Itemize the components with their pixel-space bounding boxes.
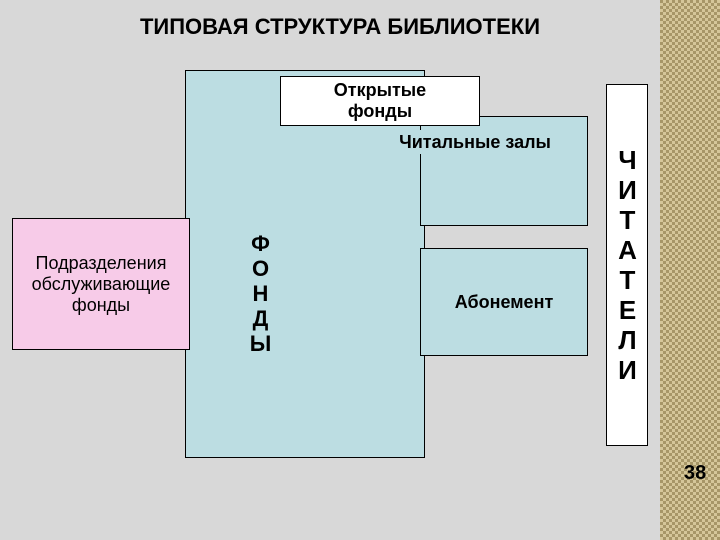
funds-main-box (185, 70, 425, 458)
readers-text: ЧИТАТЕЛИ (612, 145, 643, 385)
reading-rooms-label: Читальные залы (365, 130, 585, 154)
subscription-box: Абонемент (420, 248, 588, 356)
open-funds-box: Открытые фонды (280, 76, 480, 126)
funds-label-text: ФОНДЫ (247, 231, 273, 356)
page-number: 38 (684, 462, 706, 485)
funds-vertical-label: ФОНДЫ (242, 228, 278, 358)
subscription-text: Абонемент (455, 292, 554, 313)
readers-box: ЧИТАТЕЛИ (606, 84, 648, 446)
slide-title: ТИПОВАЯ СТРУКТУРА БИБЛИОТЕКИ (80, 14, 600, 40)
open-funds-text: Открытые фонды (334, 80, 426, 122)
service-dept-box: Подразделения обслуживающие фонды (12, 218, 190, 350)
service-dept-text: Подразделения обслуживающие фонды (32, 253, 171, 316)
texture-rect (660, 0, 720, 540)
reading-rooms-text: Читальные залы (399, 132, 551, 153)
texture-strip (660, 0, 720, 540)
